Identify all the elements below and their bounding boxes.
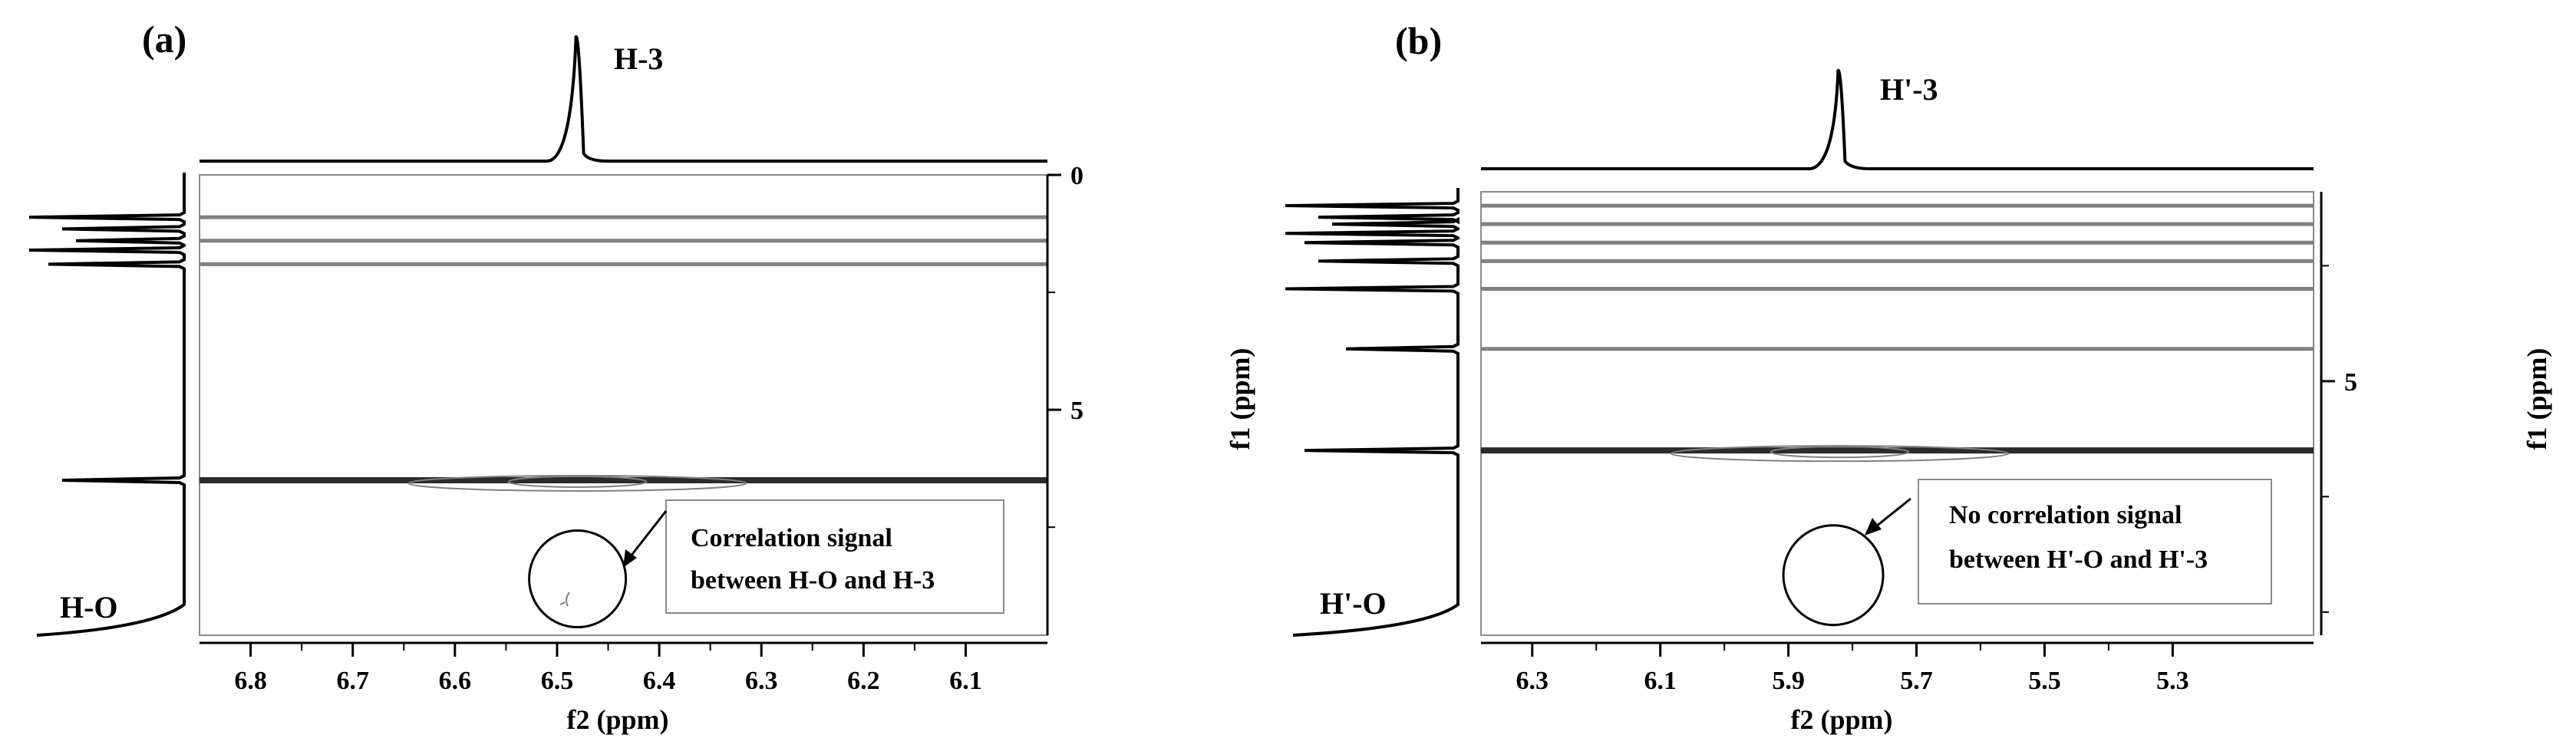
- panel-a-y-ticks: 05: [1047, 162, 1084, 529]
- panel-a-x-ticks: 6.8 6.7 6.6 6.5 6.4 6.3 6.2 6.1: [234, 643, 982, 695]
- panel-b-annotation-line-1b: signal: [2116, 501, 2182, 529]
- panel-a-annotation-arrow: [626, 510, 668, 561]
- panel-b-annotation-box: [1918, 479, 2272, 605]
- panel-a-annotation-line-2: between H-O and H-3: [691, 566, 935, 595]
- panel-b-letter: (b): [1395, 19, 1442, 62]
- a-x-tick-label-1: 6.7: [336, 667, 369, 695]
- b-x-tick-label-3: 5.7: [1900, 667, 1933, 695]
- panel-b-y-axis-title: f1 (ppm): [1225, 348, 1255, 450]
- panel-a-x-axis-title: f2 (ppm): [567, 704, 669, 735]
- panel-a: (a) H-3 H-O Correlation signal between H…: [28, 18, 1084, 735]
- panel-a-annotation-box: [665, 499, 1004, 614]
- panel-b-top-1d-trace: [1481, 68, 2314, 170]
- a-x-tick-label-6: 6.2: [847, 667, 880, 695]
- panel-a-weak-crosspeak: [559, 591, 570, 607]
- panel-b-arrowhead: [1865, 518, 1882, 535]
- b-x-tick-label-0: 6.3: [1516, 667, 1549, 695]
- panel-a-annotation-line-1: Correlation signal: [691, 524, 892, 552]
- panel-a-side-peak-label: H-O: [60, 590, 118, 624]
- panel-b-contours: [1481, 203, 2314, 463]
- panel-b-right-y-axis-title: f1 (ppm): [2522, 348, 2552, 450]
- panel-b-x-axis-title: f2 (ppm): [1791, 704, 1893, 735]
- panel-a-arrowhead: [623, 549, 637, 568]
- panel-b-x-ticks: 6.3 6.1 5.9 5.7 5.5 5.3: [1516, 643, 2189, 695]
- panel-b-highlight-circle: [1782, 524, 1885, 627]
- a-x-tick-label-3: 6.5: [541, 667, 574, 695]
- a-y-tick-label-1: 5: [1070, 397, 1084, 425]
- a-x-tick-label-7: 6.1: [949, 667, 982, 695]
- panel-b-annotation-arrow: [1872, 497, 1911, 531]
- panel-b-y-ticks: 5: [2321, 265, 2357, 613]
- b-x-tick-label-2: 5.9: [1772, 667, 1805, 695]
- a-x-tick-label-0: 6.8: [234, 667, 267, 695]
- a-x-tick-label-5: 6.3: [745, 667, 778, 695]
- panel-a-side-1d-trace: [28, 173, 186, 637]
- panel-b-annotation-line-1a: No correlation: [1949, 501, 2110, 529]
- panel-b: (b) H'-3 H'-O f1 (ppm) No correlation si…: [1225, 19, 2552, 735]
- b-x-tick-label-5: 5.3: [2156, 667, 2189, 695]
- panel-b-top-peak-label: H'-3: [1880, 72, 1938, 107]
- a-x-tick-label-4: 6.4: [643, 667, 676, 695]
- b-x-tick-label-1: 6.1: [1644, 667, 1677, 695]
- b-y-tick-label-0: 5: [2344, 368, 2357, 397]
- panel-b-side-1d-trace: [1285, 188, 1460, 637]
- panel-a-contours: [200, 215, 1047, 492]
- panel-b-annotation-line-2: between H'-O and H'-3: [1949, 545, 2208, 574]
- panel-b-annotation-line-1: No correlation signal: [1949, 501, 2182, 529]
- b-x-tick-label-4: 5.5: [2028, 667, 2061, 695]
- a-x-tick-label-2: 6.6: [439, 667, 472, 695]
- a-crosspeak-contour-inner: [507, 475, 648, 488]
- panel-a-top-1d-trace: [200, 35, 1047, 163]
- panel-a-highlight-circle: [528, 529, 628, 629]
- b-crosspeak-contour-inner: [1770, 446, 1910, 459]
- a-y-tick-label-0: 0: [1070, 162, 1084, 190]
- panel-a-letter: (a): [142, 18, 186, 61]
- panel-b-side-peak-label: H'-O: [1320, 586, 1387, 621]
- panel-a-top-peak-label: H-3: [614, 41, 663, 76]
